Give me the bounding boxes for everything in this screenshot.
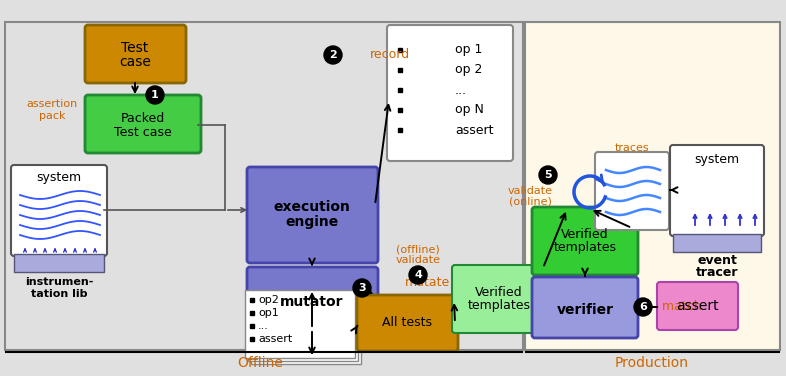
Text: op 2: op 2 (455, 64, 483, 76)
Text: templates: templates (468, 300, 531, 312)
Text: validate: validate (508, 186, 553, 196)
Text: 5: 5 (544, 170, 552, 180)
FancyBboxPatch shape (247, 167, 378, 263)
Text: (offline): (offline) (396, 245, 440, 255)
FancyBboxPatch shape (525, 22, 780, 350)
Text: record: record (370, 49, 410, 62)
Text: ...: ... (455, 83, 467, 97)
Text: mutator: mutator (281, 295, 343, 309)
Text: validate: validate (395, 255, 440, 265)
Text: tracer: tracer (696, 265, 738, 279)
Text: assert: assert (676, 299, 718, 313)
FancyBboxPatch shape (247, 267, 378, 331)
FancyBboxPatch shape (245, 290, 355, 358)
Text: 2: 2 (329, 50, 337, 60)
Text: All tests: All tests (382, 317, 432, 329)
Circle shape (409, 266, 427, 284)
FancyBboxPatch shape (595, 152, 669, 230)
Text: traces: traces (615, 143, 649, 153)
Text: match: match (658, 300, 702, 314)
Circle shape (146, 86, 164, 104)
Text: Verified: Verified (561, 227, 609, 241)
Text: 6: 6 (639, 302, 647, 312)
Text: templates: templates (553, 241, 616, 255)
Text: Packed: Packed (121, 112, 165, 124)
Text: 3: 3 (358, 283, 365, 293)
Text: pack: pack (39, 111, 65, 121)
FancyBboxPatch shape (670, 145, 764, 236)
Text: (online): (online) (509, 197, 552, 207)
Text: Offline: Offline (237, 356, 283, 370)
Text: execution: execution (274, 200, 351, 214)
FancyBboxPatch shape (11, 165, 107, 256)
Text: assertion: assertion (27, 99, 78, 109)
FancyBboxPatch shape (14, 254, 104, 272)
Text: Test case: Test case (114, 126, 172, 138)
Text: verifier: verifier (556, 303, 614, 317)
FancyBboxPatch shape (85, 95, 201, 153)
Text: op 1: op 1 (455, 44, 483, 56)
Text: 1: 1 (151, 90, 159, 100)
FancyBboxPatch shape (673, 234, 761, 252)
Text: case: case (119, 55, 151, 69)
Circle shape (324, 46, 342, 64)
Text: system: system (695, 153, 740, 167)
FancyBboxPatch shape (387, 25, 513, 161)
FancyBboxPatch shape (251, 296, 361, 364)
Text: 4: 4 (414, 270, 422, 280)
Circle shape (539, 166, 557, 184)
Text: instrumen-: instrumen- (25, 277, 94, 287)
Text: event: event (697, 253, 737, 267)
FancyBboxPatch shape (452, 265, 546, 333)
Text: assert: assert (258, 334, 292, 344)
FancyBboxPatch shape (85, 25, 186, 83)
FancyBboxPatch shape (532, 277, 638, 338)
Text: Production: Production (615, 356, 689, 370)
Circle shape (634, 298, 652, 316)
Text: engine: engine (285, 215, 339, 229)
Circle shape (353, 279, 371, 297)
Text: assert: assert (455, 123, 494, 136)
FancyBboxPatch shape (657, 282, 738, 330)
Text: Test: Test (121, 41, 149, 55)
Text: Verified: Verified (476, 285, 523, 299)
Text: system: system (36, 171, 82, 185)
FancyBboxPatch shape (532, 207, 638, 275)
Text: mutate: mutate (405, 276, 450, 290)
Text: ...: ... (258, 321, 269, 331)
FancyBboxPatch shape (248, 293, 358, 361)
Text: tation lib: tation lib (31, 289, 87, 299)
Text: op N: op N (455, 103, 484, 117)
Text: op1: op1 (258, 308, 279, 318)
FancyBboxPatch shape (5, 22, 523, 350)
FancyBboxPatch shape (357, 295, 458, 351)
Text: op2: op2 (258, 295, 279, 305)
